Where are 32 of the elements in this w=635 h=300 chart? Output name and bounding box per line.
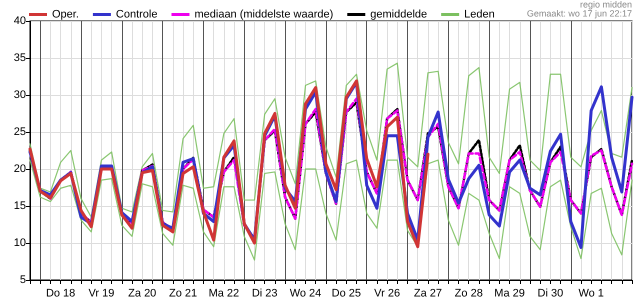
y-tick-label: 25 — [14, 126, 26, 138]
x-tick-label: Di 23 — [252, 288, 278, 300]
y-tick-label: 35 — [14, 52, 26, 64]
legend-label: gemiddelde — [370, 8, 428, 20]
x-tick-label: Wo 1 — [578, 288, 604, 300]
x-tick-label: Wo 24 — [290, 288, 322, 300]
x-tick-label: Do 18 — [46, 288, 76, 300]
x-tick-label: Za 20 — [128, 288, 156, 300]
text: Gemaakt: wo 17 jun 22:17 — [526, 8, 632, 18]
x-tick-label: Zo 28 — [454, 288, 483, 300]
x-tick-label: Vr 26 — [374, 288, 400, 300]
x-tick-label: Di 30 — [538, 288, 564, 300]
x-tick-label: Zo 21 — [168, 288, 198, 300]
y-tick-label: 30 — [14, 89, 26, 101]
y-tick-label: 5 — [20, 274, 26, 286]
y-tick-label: 10 — [14, 237, 26, 249]
text: regio midden — [580, 0, 632, 10]
line-series — [28, 79, 430, 248]
line-series — [29, 160, 633, 261]
y-tick-label: 20 — [14, 163, 26, 175]
legend-label: Oper. — [52, 8, 79, 20]
y-tick-label: 40 — [14, 15, 26, 27]
legend-label: Controle — [116, 8, 158, 20]
y-tick-label: 15 — [14, 200, 26, 212]
legend-label: Leden — [464, 8, 495, 20]
line-series — [29, 62, 633, 218]
x-tick-label: Ma 29 — [494, 288, 525, 300]
x-tick-label: Vr 19 — [88, 288, 114, 300]
legend-label: mediaan (middelste waarde) — [194, 8, 334, 20]
x-tick-label: Do 25 — [332, 288, 361, 300]
x-tick-label: Za 27 — [414, 288, 442, 300]
x-tick-label: Ma 22 — [208, 288, 240, 300]
